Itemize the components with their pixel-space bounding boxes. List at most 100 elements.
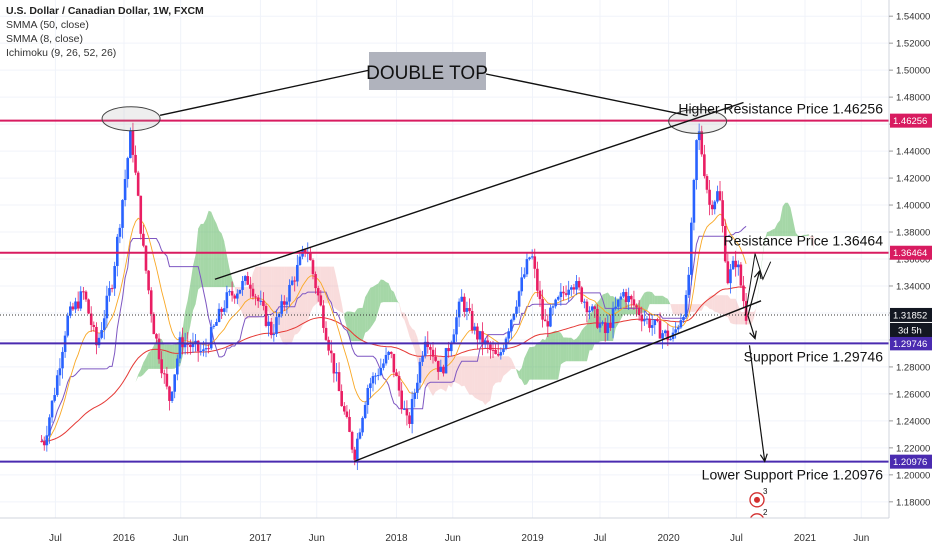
candle-body bbox=[142, 233, 145, 246]
cloud-segment bbox=[279, 266, 282, 341]
x-tick-label: Jul bbox=[49, 533, 62, 544]
candle-body bbox=[416, 382, 419, 393]
candle-body bbox=[246, 276, 250, 285]
flag-mark bbox=[754, 496, 760, 503]
candle-body bbox=[71, 306, 75, 310]
price-tag[interactable] bbox=[890, 336, 932, 351]
candle-body bbox=[95, 326, 98, 346]
forecast-arrow[interactable] bbox=[747, 270, 761, 316]
price-tag-label: 1.36464 bbox=[893, 248, 927, 259]
y-tick-label: 1.28000 bbox=[896, 362, 930, 373]
candle-body bbox=[100, 330, 103, 338]
cloud-segment bbox=[464, 356, 467, 391]
candle-body bbox=[303, 249, 307, 254]
candle-body bbox=[509, 319, 513, 332]
forecast-arrow[interactable] bbox=[748, 345, 766, 462]
candle-body bbox=[700, 131, 704, 155]
cloud-segment bbox=[785, 202, 788, 237]
candle-body bbox=[61, 351, 64, 369]
candle-body bbox=[369, 383, 372, 389]
candle-body bbox=[658, 320, 662, 339]
chart-layer bbox=[40, 122, 814, 471]
forecast-arrow[interactable] bbox=[747, 315, 756, 339]
cloud-segment bbox=[756, 281, 760, 308]
double-top-ellipse[interactable] bbox=[668, 108, 728, 134]
price-tag[interactable] bbox=[890, 245, 932, 260]
candle-body bbox=[408, 415, 411, 424]
candle-body bbox=[194, 340, 197, 343]
cloud-segment bbox=[127, 399, 131, 405]
cloud-segment bbox=[117, 425, 120, 433]
cloud-segment bbox=[568, 337, 572, 362]
cloud-segment bbox=[808, 234, 812, 239]
double-top-label-box[interactable] bbox=[369, 52, 486, 90]
cloud-segment bbox=[555, 330, 559, 380]
cloud-segment bbox=[232, 278, 235, 288]
cloud-segment bbox=[281, 266, 285, 345]
candle-body bbox=[288, 284, 291, 302]
candle-body bbox=[562, 291, 565, 294]
cloud-segment bbox=[633, 305, 637, 315]
y-tick-label: 1.52000 bbox=[896, 39, 930, 50]
candle-body bbox=[69, 306, 72, 316]
indicator-smma50[interactable]: SMMA (50, close) bbox=[6, 19, 89, 31]
double-top-ellipse[interactable] bbox=[101, 106, 161, 132]
cloud-segment bbox=[673, 304, 676, 315]
price-tag[interactable] bbox=[890, 307, 932, 322]
symbol-title[interactable]: U.S. Dollar / Canadian Dollar, 1W, FXCM bbox=[6, 5, 204, 17]
forecast-arrow-head bbox=[759, 453, 768, 463]
indicator-smma8[interactable]: SMMA (8, close) bbox=[6, 33, 84, 45]
channel-lower-line[interactable] bbox=[354, 300, 762, 462]
cloud-segment bbox=[211, 211, 214, 288]
cloud-segment bbox=[294, 266, 298, 335]
cloud-segment bbox=[250, 272, 253, 318]
candle-body bbox=[233, 295, 237, 299]
forecast-zigzag[interactable] bbox=[744, 253, 772, 316]
candle-body bbox=[585, 301, 589, 313]
cloud-segment bbox=[740, 311, 744, 325]
channel-upper-line[interactable] bbox=[214, 101, 744, 280]
candle-body bbox=[734, 260, 737, 268]
cloud-segment bbox=[667, 298, 671, 305]
candle-body bbox=[204, 348, 208, 350]
candle-body bbox=[267, 321, 270, 326]
chart-legend: U.S. Dollar / Canadian Dollar, 1W, FXCM … bbox=[6, 4, 204, 60]
candle-body bbox=[264, 305, 268, 326]
cloud-segment bbox=[151, 345, 154, 369]
candles bbox=[40, 122, 748, 471]
cloud-segment bbox=[229, 268, 233, 288]
candle-body bbox=[515, 306, 518, 314]
candle-body bbox=[606, 323, 610, 334]
cloud-segment bbox=[359, 307, 363, 342]
candle-body bbox=[405, 408, 409, 416]
candle-body bbox=[222, 308, 226, 312]
indicator-ichimoku[interactable]: Ichimoku (9, 26, 52, 26) bbox=[6, 47, 117, 59]
price-tag[interactable] bbox=[890, 454, 932, 469]
cloud-segment bbox=[307, 266, 311, 321]
price-tag[interactable] bbox=[890, 113, 932, 128]
cloud-segment bbox=[268, 266, 272, 318]
candle-body bbox=[536, 268, 539, 291]
candle-body bbox=[736, 264, 740, 268]
candle-body bbox=[79, 291, 83, 309]
cloud-segment bbox=[331, 266, 334, 308]
candle-body bbox=[196, 340, 200, 352]
candle-body bbox=[256, 297, 260, 302]
candle-body bbox=[277, 313, 281, 318]
candle-body bbox=[176, 358, 179, 375]
cloud-segment bbox=[712, 295, 715, 312]
cloud-segment bbox=[216, 223, 220, 288]
cloud-segment bbox=[273, 266, 277, 333]
overlay-layer: DOUBLE TOP Higher Resistance Price 1.4625… bbox=[0, 52, 889, 529]
candle-body bbox=[392, 353, 396, 373]
candle-body bbox=[674, 329, 677, 333]
candle-body bbox=[403, 408, 406, 410]
candle-body bbox=[630, 295, 633, 300]
double-top-line-left[interactable] bbox=[159, 69, 371, 117]
candle-body bbox=[619, 296, 623, 300]
candle-body bbox=[340, 391, 343, 407]
double-top-line-right[interactable] bbox=[485, 73, 688, 117]
cloud-segment bbox=[399, 302, 402, 317]
